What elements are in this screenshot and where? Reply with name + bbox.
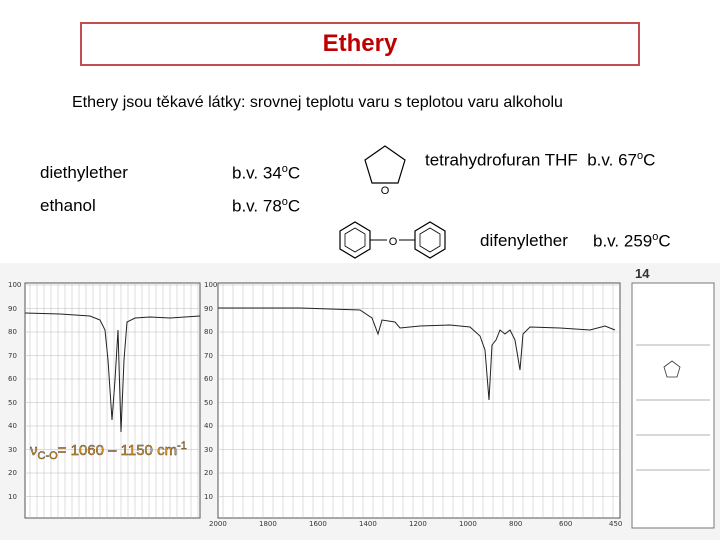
y-tick-label: 10	[8, 492, 17, 501]
compound-name: diethylether	[40, 163, 128, 182]
y-tick-label: 20	[204, 469, 213, 477]
y-tick-label: 70	[8, 351, 17, 360]
y-tick-label: 80	[204, 328, 213, 336]
x-tick-label: 1800	[259, 520, 277, 528]
y-tick-label: 100	[204, 281, 218, 289]
spectrum-panel	[24, 282, 201, 519]
y-tick-label: 10	[204, 492, 213, 501]
y-tick-label: 60	[8, 375, 17, 383]
boiling-point: b.v. 34oC	[232, 163, 300, 184]
info-lines	[636, 344, 710, 471]
thf-icon	[663, 360, 681, 378]
compound-line: tetrahydrofuran THF b.v. 67oC	[425, 150, 655, 171]
x-tick-label: 1000	[459, 520, 477, 528]
anno-symbol: ν	[30, 442, 38, 459]
x-tick-label: 800	[509, 520, 523, 528]
bp-text: C	[287, 196, 301, 216]
anno-sup: -1	[177, 440, 187, 452]
thf-ring	[364, 145, 406, 184]
title: Ethery	[322, 30, 398, 57]
bp-text: b.v. 259	[593, 231, 653, 251]
y-tick-label: 40	[204, 422, 213, 430]
bp-text: b.v. 34	[232, 163, 282, 183]
boiling-point: b.v. 259oC	[593, 231, 671, 252]
compound-name: tetrahydrofuran THF	[425, 150, 578, 170]
benzene-inner	[344, 227, 366, 253]
info-panel	[631, 282, 715, 529]
bp-sup: o	[652, 231, 659, 243]
y-tick-label: 50	[204, 398, 213, 407]
y-tick-label: 90	[204, 304, 213, 313]
y-tick-label: 30	[204, 445, 213, 454]
label-bg	[378, 184, 392, 196]
x-tick-label: 600	[559, 520, 573, 528]
y-tick-label: 30	[8, 445, 17, 454]
x-tick-label: 1200	[409, 520, 427, 528]
atom-label: O	[381, 185, 390, 197]
annotation: νC-O= 1060 – 1150 cm-1	[30, 440, 187, 462]
boiling-point: b.v. 78oC	[232, 196, 300, 217]
x-tick-label: 450	[609, 520, 623, 528]
y-tick-label: 60	[204, 375, 213, 383]
anno-text: = 1060 – 1150 cm	[57, 442, 178, 459]
page-number: 14	[635, 266, 650, 281]
benzene-ring	[414, 221, 446, 259]
y-tick-label: 20	[8, 469, 17, 477]
compound-name: difenylether	[480, 231, 568, 250]
bp-text: b.v. 67	[587, 150, 637, 170]
atom-label: O	[389, 236, 398, 248]
x-tick-label: 1400	[359, 520, 377, 528]
bp-text: C	[643, 150, 656, 170]
compound-name: ethanol	[40, 196, 96, 215]
title-box	[80, 22, 640, 66]
spectrum-trace	[24, 312, 201, 433]
intro-text: Ethery jsou těkavé látky: srovnej teplot…	[72, 94, 563, 111]
x-tick-label: 2000	[209, 520, 227, 528]
y-tick-label: 70	[204, 351, 213, 360]
anno-sub: C-O	[37, 450, 58, 462]
y-tick-label: 80	[8, 328, 17, 336]
bp-text: C	[658, 231, 671, 251]
x-tick-label: 1600	[309, 520, 327, 528]
spectrum-panel	[217, 282, 621, 519]
bp-sup: o	[281, 163, 288, 175]
y-tick-label: 50	[8, 398, 17, 407]
benzene-inner	[419, 227, 441, 253]
y-tick-label: 40	[8, 422, 17, 430]
y-tick-label: 100	[8, 281, 22, 289]
bp-sup: o	[637, 150, 644, 162]
bp-sup: o	[281, 196, 288, 208]
y-tick-label: 90	[8, 304, 17, 313]
benzene-ring	[339, 221, 371, 259]
spectrum-trace	[218, 307, 616, 401]
bp-text: C	[287, 163, 301, 183]
bp-text: b.v. 78	[232, 196, 282, 216]
